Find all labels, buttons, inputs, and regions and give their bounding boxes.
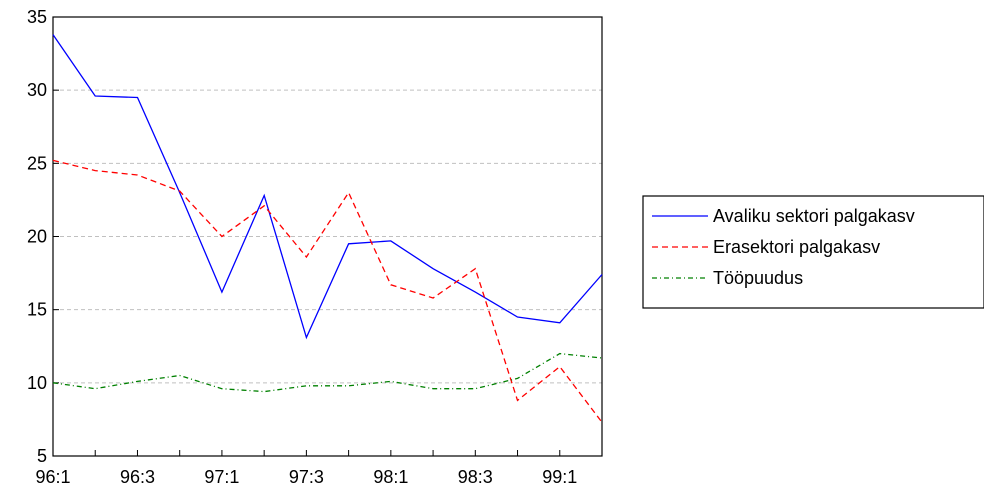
y-tick-label: 35: [27, 7, 47, 27]
series-lines: [52, 34, 603, 423]
x-axis-tick-labels: 96:1 96:3 97:1 97:3 98:1 98:3 99:1: [35, 467, 577, 487]
y-tick-label: 5: [37, 446, 47, 466]
series-line-3: [52, 352, 603, 393]
legend-label-1: Avaliku sektori palgakasv: [713, 206, 915, 226]
legend-frame: [642, 195, 984, 309]
x-tick-label: 97:1: [204, 467, 239, 487]
x-tick-label: 99:1: [542, 467, 577, 487]
series-line-2: [52, 159, 603, 423]
y-tick-label: 25: [27, 153, 47, 173]
y-tick-label: 15: [27, 300, 47, 320]
y-axis-tick-labels: 5 10 15 20 25 30 35: [27, 7, 47, 466]
x-tick-label: 97:3: [289, 467, 324, 487]
legend: Avaliku sektori palgakasv Erasektori palg…: [642, 195, 984, 309]
axis-ticks: [52, 16, 603, 457]
x-tick-label: 98:3: [458, 467, 493, 487]
y-tick-label: 20: [27, 227, 47, 247]
y-tick-label: 10: [27, 373, 47, 393]
legend-label-2: Erasektori palgakasv: [713, 237, 880, 257]
y-tick-label: 30: [27, 80, 47, 100]
series-line-1: [52, 34, 603, 340]
x-tick-label: 96:3: [120, 467, 155, 487]
legend-label-3: Tööpuudus: [713, 268, 803, 288]
x-tick-label: 96:1: [35, 467, 70, 487]
grid-lines: [53, 89, 602, 384]
x-tick-label: 98:1: [373, 467, 408, 487]
